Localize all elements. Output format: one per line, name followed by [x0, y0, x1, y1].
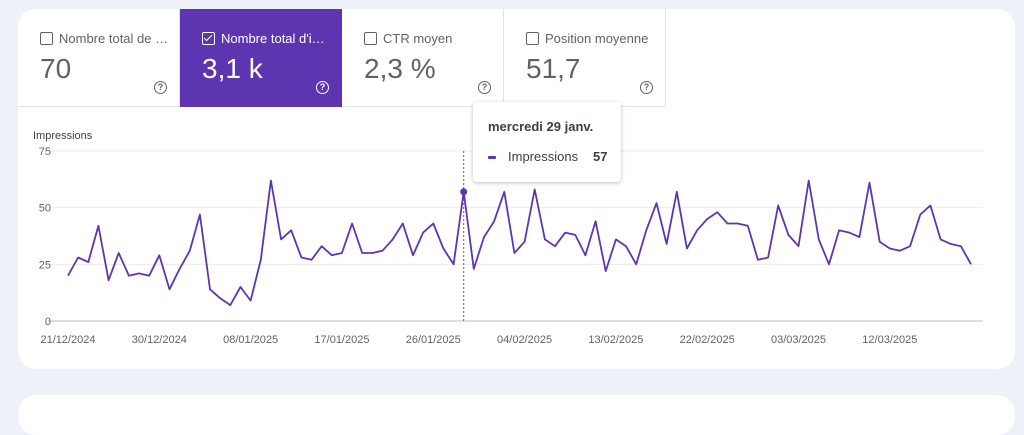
checkbox-icon[interactable]: [526, 32, 539, 45]
help-icon[interactable]: ?: [316, 81, 329, 94]
help-icon[interactable]: ?: [154, 81, 167, 94]
metric-tile-impressions[interactable]: Nombre total d'im… 3,1 k ?: [180, 9, 342, 107]
x-tick-label: 12/03/2025: [862, 334, 917, 346]
help-icon[interactable]: ?: [478, 81, 491, 94]
highlight-point: [460, 188, 468, 196]
metric-tile-clicks[interactable]: Nombre total de c… 70 ?: [18, 9, 180, 107]
metric-value: 51,7: [526, 53, 581, 84]
performance-card: Nombre total de c… 70 ? Nombre total d'i…: [18, 9, 1015, 369]
tooltip-value: 57: [593, 149, 608, 164]
series-line-impressions: [67, 179, 972, 307]
metric-value: 3,1 k: [202, 53, 263, 84]
help-icon[interactable]: ?: [640, 81, 653, 94]
y-axis-label: Impressions: [33, 130, 93, 142]
metric-tile-ctr[interactable]: CTR moyen 2,3 % ?: [342, 9, 504, 107]
checkbox-icon[interactable]: [364, 32, 377, 45]
metric-value: 2,3 %: [364, 53, 436, 84]
x-tick-label: 21/12/2024: [40, 334, 95, 346]
x-tick-label: 08/01/2025: [223, 334, 278, 346]
tooltip-series-name: Impressions: [508, 149, 579, 164]
x-tick-label: 26/01/2025: [406, 334, 461, 346]
x-tick-label: 04/02/2025: [497, 334, 552, 346]
metric-value: 70: [40, 53, 72, 84]
x-tick-label: 03/03/2025: [771, 334, 826, 346]
series-swatch: [488, 156, 496, 159]
y-tick-label: 50: [39, 203, 51, 215]
secondary-card: [18, 395, 1015, 435]
x-tick-label: 17/01/2025: [314, 334, 369, 346]
y-tick-label: 75: [39, 146, 51, 158]
tooltip-date: mercredi 29 janv.: [488, 119, 594, 134]
chart-tooltip: mercredi 29 janv. Impressions 57: [473, 102, 621, 182]
y-tick-label: 0: [45, 316, 51, 328]
x-tick-label: 22/02/2025: [680, 334, 735, 346]
x-tick-label: 30/12/2024: [132, 334, 187, 346]
checkbox-checked-icon[interactable]: [202, 32, 215, 45]
x-tick-label: 13/02/2025: [588, 334, 643, 346]
checkbox-icon[interactable]: [40, 32, 53, 45]
impressions-line-chart[interactable]: Impressions 0 25 50 75 21/12/2024 30/12/2024…: [18, 9, 1015, 369]
y-tick-label: 25: [39, 259, 51, 271]
